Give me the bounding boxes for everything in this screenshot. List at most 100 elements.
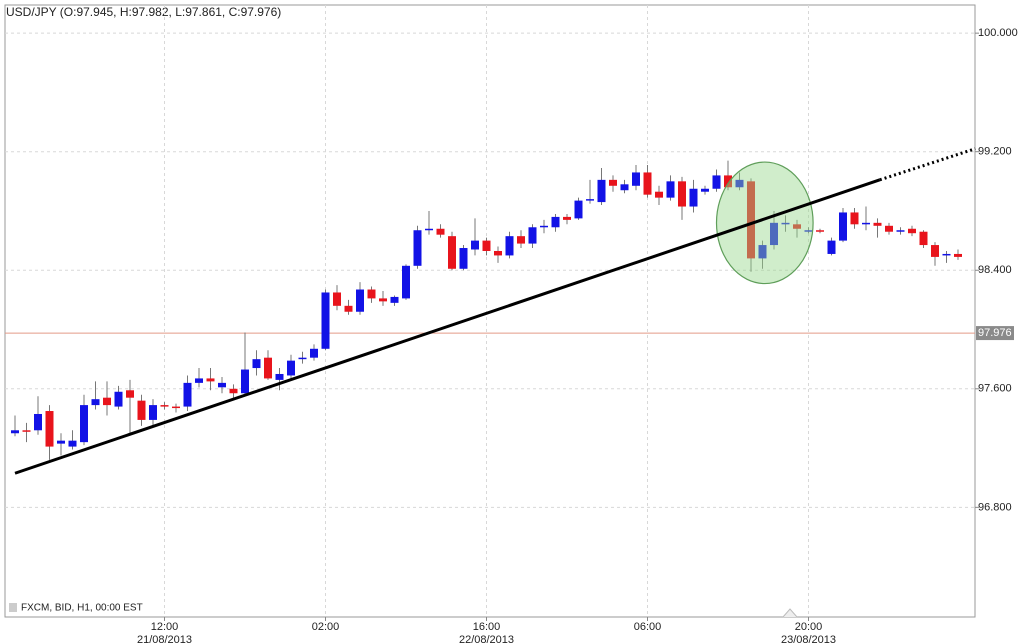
candle-body [908,228,916,234]
candle-body [310,348,318,358]
candle-body [942,253,951,256]
footer-icon [9,603,17,612]
y-tick-label: 100.000 [978,27,1018,39]
candle-body [528,227,537,244]
candle-body [241,369,249,394]
candle-body [149,405,157,420]
x-tick-label: 20:00 [795,621,823,633]
candle-body [850,212,859,225]
candle-body [195,378,203,383]
candle-body [114,391,123,407]
candle-body [287,360,295,376]
candle-body [367,289,376,299]
candle-body [413,230,422,266]
x-tick-label: 06:00 [634,621,662,633]
highlight-ellipse [715,161,814,285]
candle-body [448,236,456,269]
price-label: 97.976 [978,327,1012,339]
candle-body [586,199,594,201]
footer: FXCM, BID, H1, 00:00 EST [21,603,143,614]
candle-body [781,222,790,225]
candle-body [482,240,491,251]
x-tick-label: 02:00 [312,621,340,633]
candle-body [735,179,744,188]
candle-body [632,172,640,186]
candle-body [620,184,629,191]
candle-body [655,191,663,198]
candle-body [540,225,548,228]
candle-body [873,222,882,226]
candle-body [333,292,341,306]
candle-body [459,248,468,269]
candle-body [505,236,514,256]
candle-body [827,240,836,254]
candle-body [206,378,215,382]
trendline [14,178,881,475]
candle-body [885,225,893,232]
candle-body [402,265,410,299]
candle-body [517,236,525,244]
candle-body [712,175,721,189]
candle-body [103,397,111,406]
candle-body [862,222,870,225]
candle-body [425,228,433,231]
candle-body [229,388,238,394]
x-tick-label: 16:00 [473,621,501,633]
candle-body [172,406,180,409]
candle-body [91,399,100,406]
candle-body [609,179,617,186]
x-date-label: 23/08/2013 [781,634,836,644]
candle-body [183,382,192,407]
candle-body [356,289,364,312]
y-tick-label: 96.800 [978,501,1012,513]
trendline-extension [879,147,976,182]
candle-body [344,305,353,312]
candle-body [919,231,928,246]
candle-body [379,298,387,302]
candle-body [275,373,284,380]
candle-body [747,181,755,259]
x-date-label: 22/08/2013 [459,634,514,644]
candle-body [816,230,824,232]
candle-body [68,440,77,447]
y-tick-label: 97.600 [978,383,1012,395]
candle-body [264,357,272,379]
candle-body [574,200,583,219]
candle-body [793,224,801,229]
candle-body [551,216,560,228]
candle-body [563,216,571,220]
candle-body [770,222,778,246]
candle-body [390,296,399,303]
candle-body [34,413,42,431]
candle-body [218,382,226,388]
chart-title: USD/JPY (O:97.945, H:97.982, L:97.861, C… [6,5,281,19]
candle-body [597,179,606,203]
y-tick-label: 99.200 [978,146,1012,158]
candle-body [931,245,939,257]
candle-body [137,400,146,420]
scroll-marker [782,608,798,618]
candle-body [45,411,54,447]
candle-body [160,405,169,407]
candle-body [80,405,88,443]
candle-body [758,245,767,259]
candle-body [954,253,962,257]
plot-frame [4,4,976,618]
candle-body [11,430,19,434]
candle-body [126,390,134,398]
candle-body [666,181,675,198]
y-tick-label: 98.400 [978,264,1012,276]
candle-body [436,228,445,235]
x-tick-label: 12:00 [151,621,179,633]
candle-body [896,230,905,232]
candle-body [689,188,698,207]
candle-body [678,181,686,207]
candle-body [22,430,31,432]
candle-body [471,240,479,250]
candle-body [252,359,261,369]
candle-body [321,292,330,349]
candle-body [57,440,65,444]
candle-body [701,188,709,192]
candle-body [298,357,307,360]
